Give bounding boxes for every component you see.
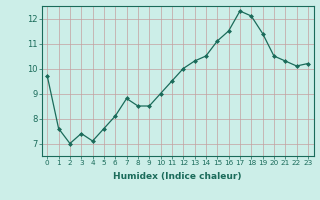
X-axis label: Humidex (Indice chaleur): Humidex (Indice chaleur): [113, 172, 242, 181]
